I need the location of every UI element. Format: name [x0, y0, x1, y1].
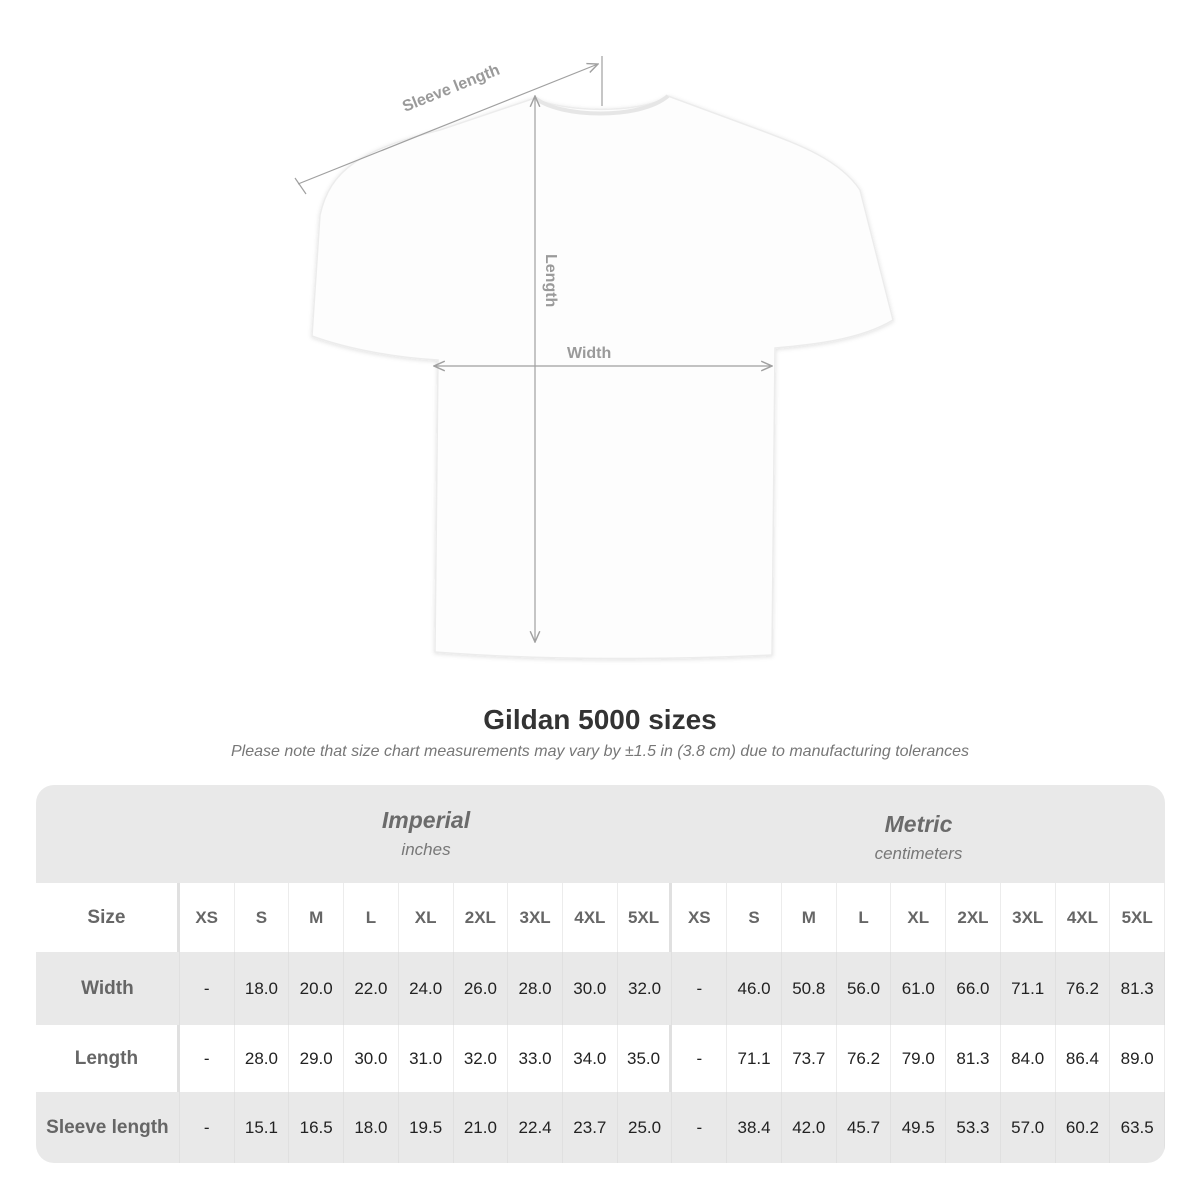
imperial-value-cell: 23.7 [563, 1092, 618, 1163]
imperial-value-cell: 30.0 [344, 1025, 399, 1092]
metric-unit: centimeters [874, 844, 963, 863]
table-row: Sleeve length -15.1 16.5 18.0 19.5 21.0 22.4 23… [36, 1092, 1165, 1163]
metric-value-cell: 76.2 [837, 1025, 892, 1092]
imperial-value-cell: 28.0 [235, 1025, 290, 1092]
imperial-title: Imperial [381, 807, 471, 833]
row-label: Sleeve length [36, 1092, 180, 1163]
table-row: Length -28.0 29.0 30.0 31.0 32.0 33.0 34.0 35.0-… [36, 1025, 1165, 1092]
metric-value-cell: - [672, 1092, 728, 1163]
size-column-header: 4XL [1056, 883, 1111, 952]
length-label: Length [542, 254, 559, 307]
imperial-value-cell: 25.0 [618, 1092, 673, 1163]
chart-title: Gildan 5000 sizes [483, 704, 717, 735]
width-label: Width [567, 345, 611, 362]
tshirt-shape [311, 95, 894, 660]
metric-value-cell: 86.4 [1056, 1025, 1111, 1092]
metric-value-cell: 57.0 [1001, 1092, 1056, 1163]
size-table: Imperial inches Metric centimeters Size X… [36, 785, 1165, 1163]
size-column-header: L [344, 883, 399, 952]
metric-value-cell: 56.0 [837, 952, 892, 1025]
size-column-header: L [837, 883, 892, 952]
sleeve-measure-line [297, 64, 598, 185]
metric-header: Metric centimeters [672, 789, 1165, 887]
size-column-header: S [727, 883, 782, 952]
metric-value-cell: 73.7 [782, 1025, 837, 1092]
size-column-header: M [289, 883, 345, 952]
row-label: Size [36, 883, 180, 952]
imperial-value-cell: 30.0 [563, 952, 618, 1025]
table-row: Width -18.0 20.0 22.0 24.0 26.0 28.0 30.0 32.0-4… [36, 952, 1165, 1025]
size-column-header: XL [891, 883, 947, 952]
size-column-header: 2XL [454, 883, 509, 952]
metric-value-cell: 79.0 [891, 1025, 947, 1092]
imperial-header: Imperial inches [180, 785, 672, 883]
metric-value-cell: - [672, 1025, 728, 1092]
imperial-value-cell: - [180, 1092, 235, 1163]
metric-value-cell: 76.2 [1056, 952, 1111, 1025]
imperial-value-cell: 33.0 [508, 1025, 563, 1092]
size-column-header: 2XL [946, 883, 1001, 952]
size-column-header: XS [672, 883, 728, 952]
imperial-value-cell: 19.5 [399, 1092, 454, 1163]
size-column-header: S [235, 883, 290, 952]
imperial-value-cell: 18.0 [235, 952, 290, 1025]
size-column-header: XS [180, 883, 235, 952]
imperial-value-cell: 15.1 [235, 1092, 290, 1163]
imperial-value-cell: 31.0 [399, 1025, 454, 1092]
metric-value-cell: 81.3 [1110, 952, 1165, 1025]
metric-value-cell: 53.3 [946, 1092, 1001, 1163]
metric-title: Metric [884, 811, 953, 837]
imperial-value-cell: 18.0 [344, 1092, 399, 1163]
imperial-value-cell: 28.0 [508, 952, 563, 1025]
metric-value-cell: 49.5 [891, 1092, 947, 1163]
metric-value-cell: 45.7 [837, 1092, 892, 1163]
metric-value-cell: 60.2 [1056, 1092, 1111, 1163]
imperial-value-cell: 29.0 [289, 1025, 345, 1092]
metric-value-cell: 61.0 [891, 952, 947, 1025]
metric-value-cell: - [672, 952, 728, 1025]
metric-value-cell: 81.3 [946, 1025, 1001, 1092]
tshirt-diagram: Sleeve length Length Width [294, 56, 894, 660]
imperial-value-cell: 22.4 [508, 1092, 563, 1163]
imperial-value-cell: 24.0 [399, 952, 454, 1025]
metric-value-cell: 71.1 [727, 1025, 782, 1092]
tolerance-note: Please note that size chart measurements… [230, 743, 970, 760]
imperial-value-cell: 34.0 [563, 1025, 618, 1092]
imperial-value-cell: - [180, 1025, 235, 1092]
size-column-header: M [782, 883, 837, 952]
imperial-value-cell: 20.0 [289, 952, 345, 1025]
metric-value-cell: 84.0 [1001, 1025, 1056, 1092]
row-label: Length [36, 1025, 180, 1092]
imperial-value-cell: 32.0 [454, 1025, 509, 1092]
metric-value-cell: 50.8 [782, 952, 837, 1025]
size-column-header: 4XL [563, 883, 618, 952]
size-column-header: 5XL [1110, 883, 1165, 952]
imperial-unit: inches [401, 840, 451, 859]
imperial-value-cell: 32.0 [618, 952, 673, 1025]
imperial-value-cell: 22.0 [344, 952, 399, 1025]
size-column-header: 3XL [1001, 883, 1056, 952]
metric-value-cell: 38.4 [727, 1092, 782, 1163]
metric-value-cell: 89.0 [1110, 1025, 1165, 1092]
size-header-row: Size XS S M L XL 2XL 3XL 4XL 5XL XS S M L XL 2XL 3XL 4XL 5… [36, 883, 1165, 952]
imperial-value-cell: - [180, 952, 235, 1025]
imperial-value-cell: 21.0 [454, 1092, 509, 1163]
sleeve-length-label: Sleeve length [400, 62, 502, 116]
metric-value-cell: 71.1 [1001, 952, 1056, 1025]
imperial-value-cell: 35.0 [618, 1025, 673, 1092]
metric-value-cell: 42.0 [782, 1092, 837, 1163]
size-column-header: 5XL [618, 883, 673, 952]
imperial-value-cell: 26.0 [454, 952, 509, 1025]
metric-value-cell: 46.0 [727, 952, 782, 1025]
metric-value-cell: 63.5 [1110, 1092, 1165, 1163]
row-label: Width [36, 952, 180, 1025]
size-column-header: XL [399, 883, 454, 952]
metric-value-cell: 66.0 [946, 952, 1001, 1025]
size-column-header: 3XL [508, 883, 563, 952]
imperial-value-cell: 16.5 [289, 1092, 345, 1163]
